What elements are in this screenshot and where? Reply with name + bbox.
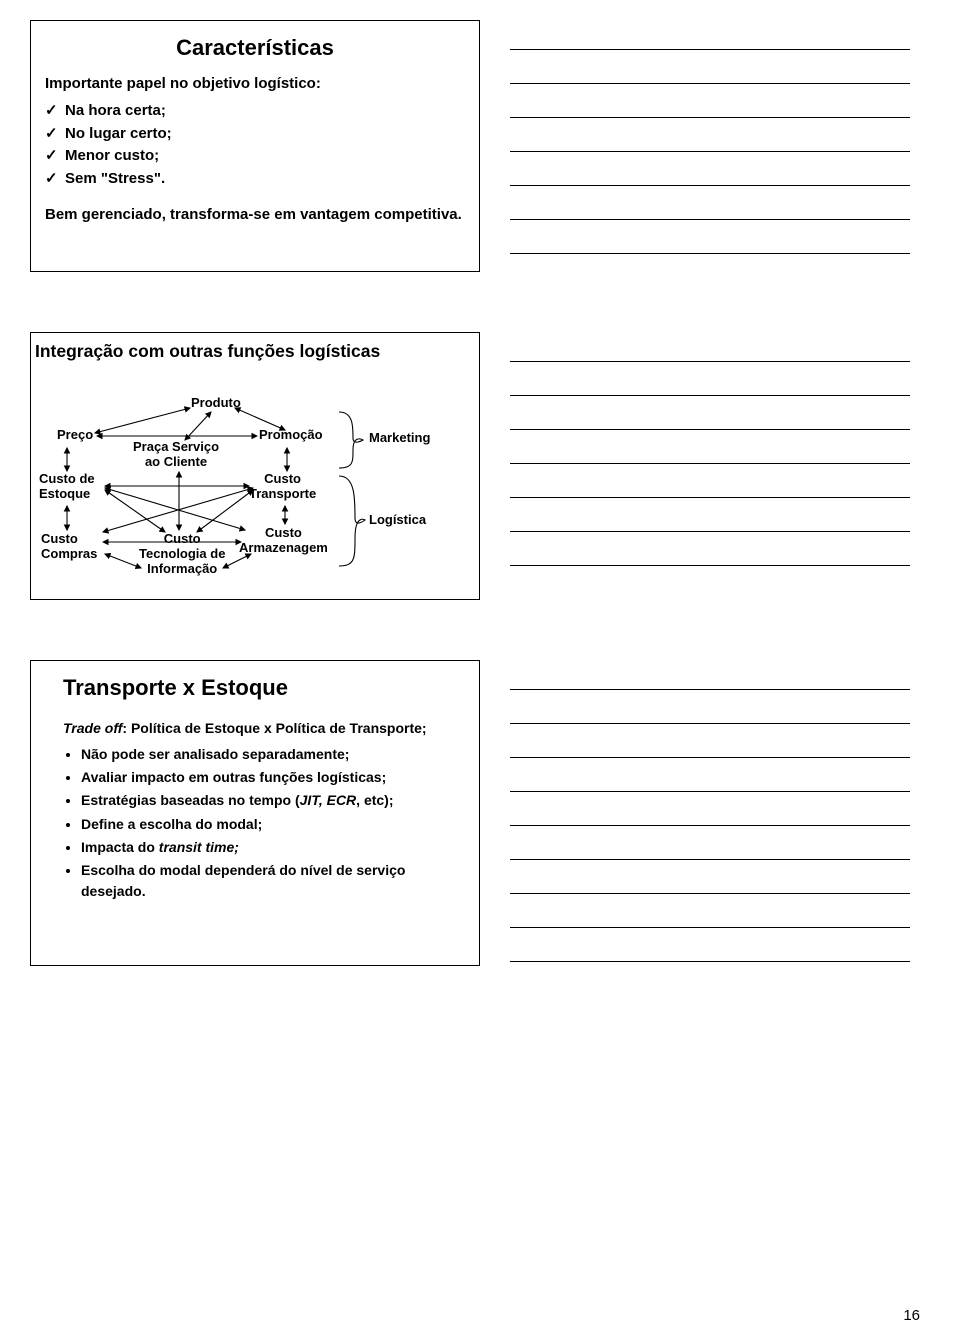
node-ccomp-l1: Custo <box>41 531 78 546</box>
node-praca-l1: Praça Serviço <box>133 439 219 454</box>
note-line <box>510 196 910 220</box>
node-ccomp-l2: Compras <box>41 546 97 561</box>
bullet-item: Estratégias baseadas no tempo (JIT, ECR,… <box>81 790 465 810</box>
panel-tradeoff-row: Transporte x Estoque Trade off: Política… <box>30 660 930 972</box>
node-praca: Praça Serviço ao Cliente <box>133 440 219 470</box>
note-line <box>510 338 910 362</box>
note-line <box>510 666 910 690</box>
note-line <box>510 734 910 758</box>
check-item: Menor custo; <box>45 145 465 168</box>
panel-caracteristicas: Características Importante papel no obje… <box>30 20 480 272</box>
check-item: Sem "Stress". <box>45 168 465 191</box>
note-line <box>510 836 910 860</box>
tradeoff-lead: Trade off: Política de Estoque x Polític… <box>63 719 465 738</box>
bullet-item: Impacta do transit time; <box>81 837 465 857</box>
note-line <box>510 802 910 826</box>
check-list: Na hora certa; No lugar certo; Menor cus… <box>45 100 465 190</box>
node-produto: Produto <box>191 396 241 411</box>
node-promocao: Promoção <box>259 428 323 443</box>
bullet-item: Avaliar impacto em outras funções logíst… <box>81 767 465 787</box>
note-line <box>510 60 910 84</box>
bullet-item: Escolha do modal dependerá do nível de s… <box>81 860 465 901</box>
node-custo-estoque: Custo de Estoque <box>39 472 95 502</box>
node-cest-l2: Estoque <box>39 486 90 501</box>
note-line <box>510 230 910 254</box>
label-marketing: Marketing <box>369 430 430 445</box>
note-line <box>510 26 910 50</box>
diagram: Produto Preço Promoção Praça Serviço ao … <box>35 368 465 592</box>
bullet-item: Define a escolha do modal; <box>81 814 465 834</box>
node-cest-l1: Custo de <box>39 471 95 486</box>
node-ctrans-l2: Transporte <box>249 486 316 501</box>
node-praca-l2: ao Cliente <box>145 454 207 469</box>
panel-integracao: Integração com outras funções logísticas <box>30 332 480 600</box>
note-line <box>510 440 910 464</box>
para-vantagem: Bem gerenciado, transforma-se em vantage… <box>45 204 465 225</box>
lead-rest: : Política de Estoque x Política de Tran… <box>122 720 426 736</box>
note-line <box>510 904 910 928</box>
note-line <box>510 768 910 792</box>
note-line <box>510 162 910 186</box>
label-logistica: Logística <box>369 512 426 527</box>
bullet-item: Não pode ser analisado separadamente; <box>81 744 465 764</box>
note-line <box>510 94 910 118</box>
node-custo-armazenagem: Custo Armazenagem <box>239 526 328 556</box>
note-line <box>510 938 910 962</box>
subhead-objetivo: Importante papel no objetivo logístico: <box>45 75 465 92</box>
page-number: 16 <box>903 1307 920 1324</box>
title-caracteristicas: Características <box>45 35 465 61</box>
node-preco: Preço <box>57 428 93 443</box>
notes-area-2 <box>510 332 910 600</box>
tradeoff-bullets: Não pode ser analisado separadamente; Ava… <box>45 744 465 901</box>
node-custo-compras: Custo Compras <box>41 532 97 562</box>
check-item: Na hora certa; <box>45 100 465 123</box>
panel-caracteristicas-row: Características Importante papel no obje… <box>30 20 930 272</box>
node-carm-l1: Custo <box>265 525 302 540</box>
node-custo-transporte: Custo Transporte <box>249 472 316 502</box>
node-custo-ti: Custo Tecnologia de Informação <box>139 532 225 577</box>
note-line <box>510 542 910 566</box>
note-line <box>510 372 910 396</box>
notes-area-3 <box>510 660 910 972</box>
note-line <box>510 406 910 430</box>
note-line <box>510 700 910 724</box>
node-cti-l2: Tecnologia de <box>139 546 225 561</box>
title-tradeoff: Transporte x Estoque <box>63 675 465 701</box>
lead-ital: Trade off <box>63 720 122 736</box>
note-line <box>510 474 910 498</box>
note-line <box>510 128 910 152</box>
note-line <box>510 870 910 894</box>
notes-area-1 <box>510 20 910 272</box>
check-item: No lugar certo; <box>45 123 465 146</box>
panel-integracao-row: Integração com outras funções logísticas <box>30 332 930 600</box>
node-ctrans-l1: Custo <box>264 471 301 486</box>
note-line <box>510 508 910 532</box>
node-cti-l3: Informação <box>147 561 217 576</box>
title-integracao: Integração com outras funções logísticas <box>35 341 475 362</box>
node-cti-l1: Custo <box>164 531 201 546</box>
panel-tradeoff: Transporte x Estoque Trade off: Política… <box>30 660 480 966</box>
node-carm-l2: Armazenagem <box>239 540 328 555</box>
